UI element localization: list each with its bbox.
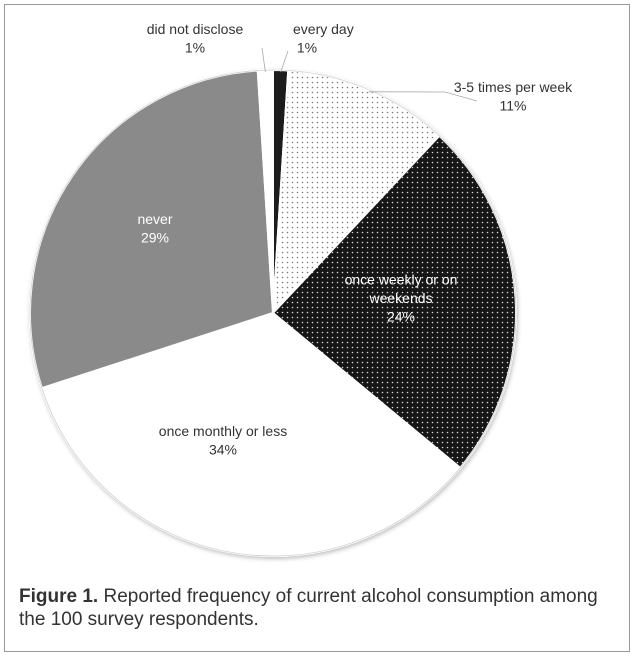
slice-label-once-monthly-or-less: once monthly or less 34%: [159, 423, 287, 458]
pie-outline: [29, 69, 517, 557]
figure-panel: every day 1% 3-5 times per week 11% once wee…: [4, 4, 630, 652]
caption-label: Figure 1.: [19, 586, 99, 607]
pie-chart: every day 1% 3-5 times per week 11% once wee…: [28, 21, 573, 557]
leader-line-every-day: [280, 50, 289, 73]
slice-label-3-5-times-per-week: 3-5 times per week 11%: [454, 79, 573, 114]
slice-label-once-weekly-or-on-weekends: once weekly or on weekends 24%: [345, 272, 458, 325]
slice-label-did-not-disclose: did not disclose 1%: [147, 21, 244, 56]
caption-text: Reported frequency of current alcohol co…: [19, 586, 598, 630]
figure-caption: Figure 1. Reported frequency of current …: [19, 585, 625, 631]
leader-line-3-5-times-per-week: [368, 91, 478, 102]
slice-label-every-day: every day 1%: [293, 21, 354, 56]
leader-line-did-not-disclose: [261, 47, 266, 73]
slice-label-never: never 29%: [137, 211, 172, 246]
